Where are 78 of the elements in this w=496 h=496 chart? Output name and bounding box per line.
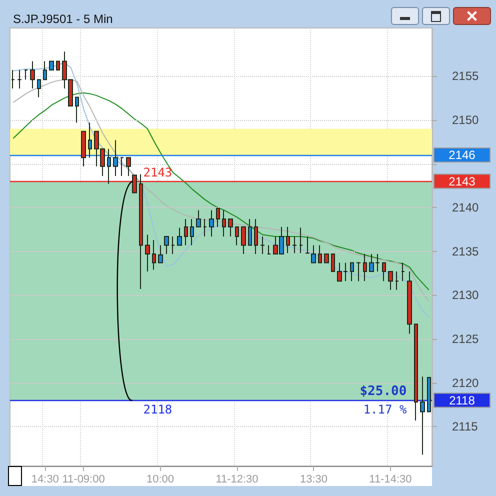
chart-title: S.JP.J9501 - 5 Min <box>13 12 113 26</box>
candlestick <box>37 79 41 98</box>
x-tick-label: 11-12:30 <box>216 474 258 486</box>
candlestick <box>382 262 386 282</box>
ref-line-label: 2146 <box>448 148 476 162</box>
candlestick <box>171 236 175 255</box>
y-tick-label: 2130 <box>452 288 480 302</box>
candlestick <box>107 148 111 184</box>
x-tick-label: 11-14:30 <box>369 474 412 486</box>
candlestick <box>139 174 143 290</box>
candlestick <box>177 227 182 246</box>
candlestick <box>81 130 86 167</box>
candlestick <box>267 244 271 255</box>
candlestick <box>292 236 297 254</box>
candlestick <box>56 60 60 71</box>
candlestick <box>363 254 367 282</box>
candlestick <box>356 262 361 282</box>
candlestick <box>75 96 79 124</box>
candlestick <box>88 122 92 158</box>
x-tick-label: 13:30 <box>300 474 328 486</box>
candlestick <box>260 236 265 255</box>
candlestick <box>299 227 303 254</box>
y-tick-label: 2140 <box>452 200 480 215</box>
candlestick <box>17 70 22 89</box>
candlestick <box>216 208 220 228</box>
annotation: 1.17 % <box>363 402 408 416</box>
candlestick <box>324 254 329 264</box>
y-tick-label: 2135 <box>452 244 480 258</box>
ref-line-label: 2143 <box>448 174 476 188</box>
candlestick <box>311 244 316 264</box>
candlestick <box>24 70 28 80</box>
y-tick-label: 2120 <box>452 376 480 390</box>
candlestick <box>414 324 418 421</box>
candlestick <box>164 236 169 255</box>
x-tick-label: 14:30 <box>31 474 59 486</box>
candlestick <box>43 60 47 80</box>
candlestick <box>184 218 188 246</box>
y-tick-label: 2150 <box>452 112 480 127</box>
candlestick <box>228 218 233 237</box>
candlestick <box>286 226 290 254</box>
candlestick <box>152 239 156 270</box>
annotation: 2143 <box>143 165 172 180</box>
candlestick <box>401 262 405 282</box>
candlestick <box>254 218 258 255</box>
candlestick <box>113 140 118 177</box>
x-tick-label: 10:00 <box>146 474 174 486</box>
candlestick <box>420 376 425 456</box>
candlestick <box>350 262 354 282</box>
candlestick <box>331 254 335 272</box>
candlestick <box>388 271 393 290</box>
candlestick <box>196 210 201 228</box>
x-tick-label: 11-09:00 <box>62 474 105 486</box>
candlestick <box>126 157 131 177</box>
annotation: 2118 <box>143 402 172 416</box>
candlestick <box>395 271 399 290</box>
candlestick <box>49 60 54 71</box>
candlestick <box>241 226 246 255</box>
candlestick <box>132 174 137 194</box>
candlestick <box>11 70 15 89</box>
candlestick <box>203 218 207 237</box>
candlestick <box>190 218 194 246</box>
annotation: $25.00 <box>360 384 407 399</box>
candlestick <box>318 244 322 264</box>
candlestick <box>145 234 150 272</box>
candlestick <box>305 236 310 254</box>
y-tick-label: 2125 <box>452 332 480 346</box>
candlestick <box>30 60 35 89</box>
candlestick <box>235 226 239 246</box>
candlestick <box>407 271 412 334</box>
candlestick <box>158 244 163 264</box>
candlestick <box>120 157 124 177</box>
candlestick <box>248 218 252 246</box>
candlestick <box>209 210 214 237</box>
y-tick-label: 2155 <box>452 69 480 84</box>
ref-line-label: 2118 <box>449 393 476 408</box>
y-tick-label: 2115 <box>452 420 478 434</box>
candlestick <box>222 210 226 237</box>
candlestick <box>427 377 431 412</box>
